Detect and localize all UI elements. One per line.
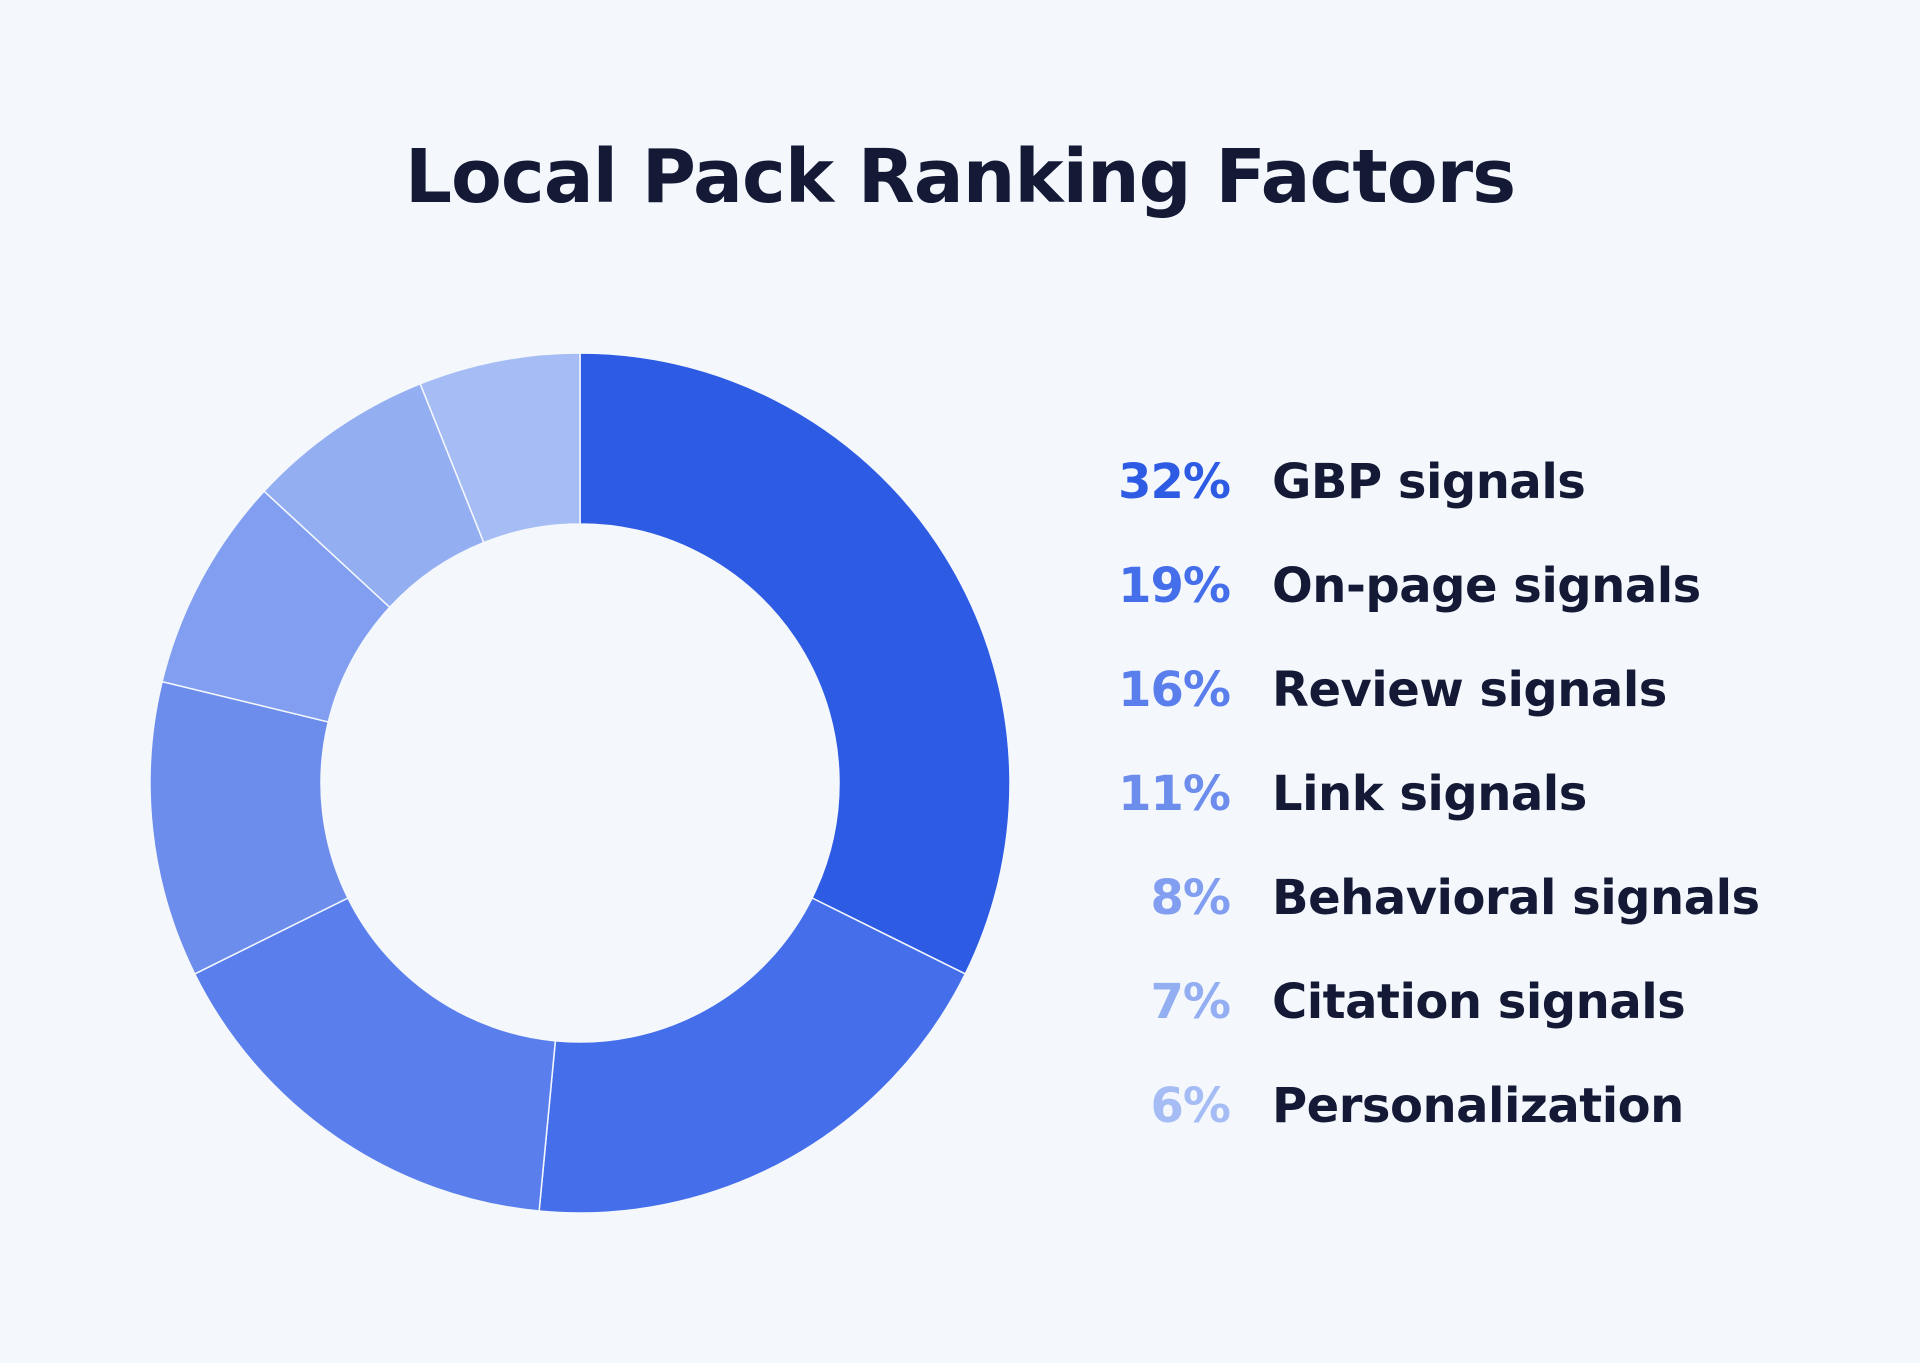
legend-label: Personalization (1272, 1078, 1684, 1134)
donut-slice-1 (579, 352, 1011, 975)
legend-label: Review signals (1272, 662, 1667, 718)
legend-item: 19% On-page signals (1080, 534, 1840, 638)
legend-value: 32% (1118, 454, 1231, 510)
legend-label: GBP signals (1272, 454, 1586, 510)
chart-title: Local Pack Ranking Factors (404, 134, 1516, 220)
donut-slice-3 (193, 897, 557, 1212)
legend-value: 11% (1118, 766, 1231, 822)
legend-item: 11% Link signals (1080, 742, 1840, 846)
legend-label: Citation signals (1272, 974, 1686, 1030)
legend-value: 19% (1118, 558, 1231, 614)
donut-slice-7 (419, 352, 581, 544)
legend-item: 6% Personalization (1080, 1054, 1840, 1158)
legend-value: 8% (1150, 870, 1232, 926)
legend-label: Link signals (1272, 766, 1587, 822)
donut-slice-2 (538, 897, 967, 1214)
legend-value: 7% (1150, 974, 1232, 1030)
legend-value: 6% (1150, 1078, 1232, 1134)
legend-value: 16% (1118, 662, 1231, 718)
legend-label: On-page signals (1272, 558, 1701, 614)
legend-item: 7% Citation signals (1080, 950, 1840, 1054)
legend-item: 8% Behavioral signals (1080, 846, 1840, 950)
legend-label: Behavioral signals (1272, 870, 1760, 926)
legend-item: 32% GBP signals (1080, 430, 1840, 534)
chart-legend: 32% GBP signals 19% On-page signals 16% Revie… (1080, 430, 1840, 1158)
legend-item: 16% Review signals (1080, 638, 1840, 742)
